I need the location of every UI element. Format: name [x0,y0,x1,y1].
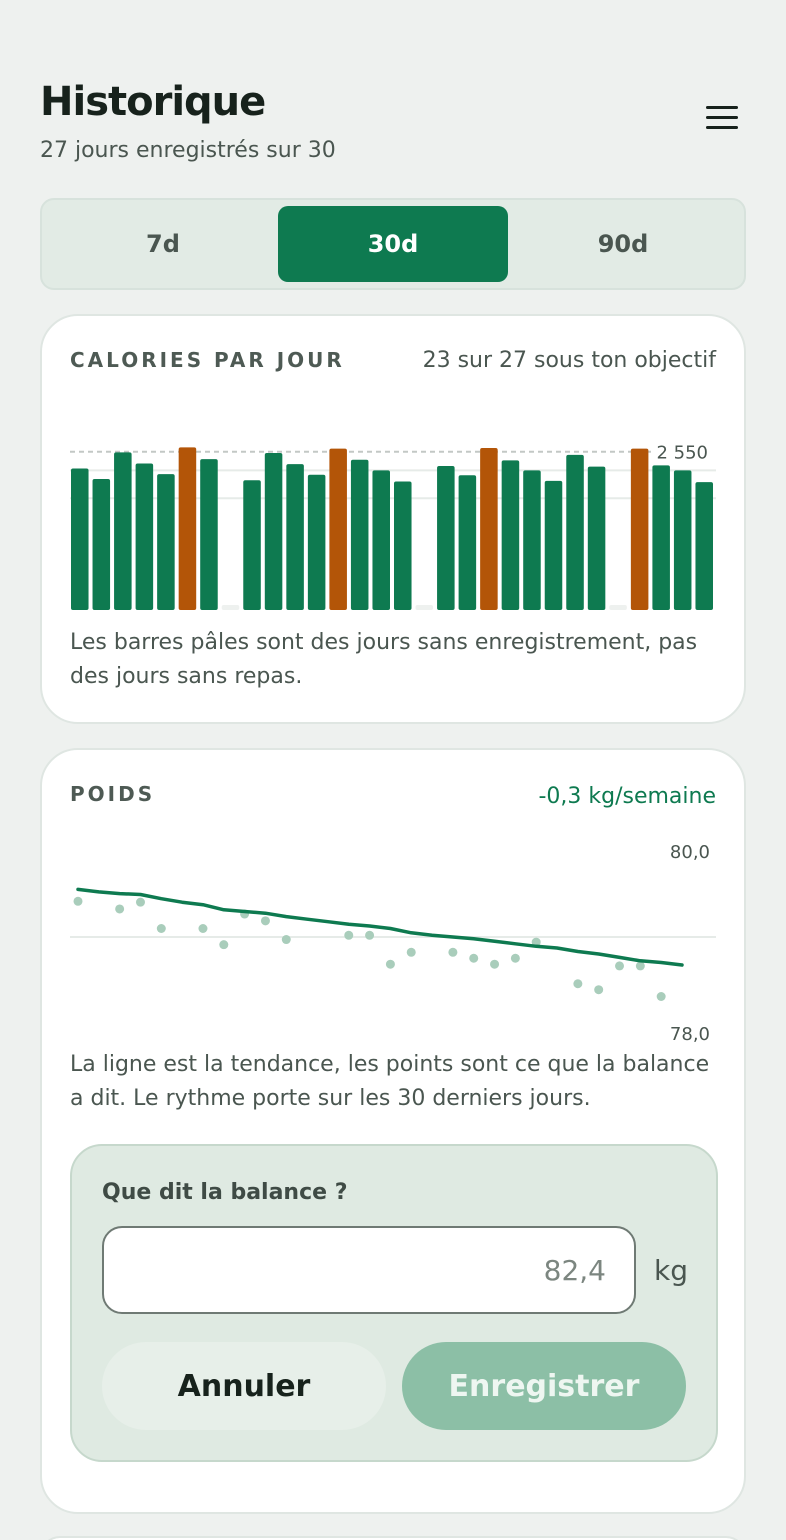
calorie-bar [480,448,498,610]
save-button[interactable]: Enregistrer [402,1342,686,1430]
calorie-bar [437,466,455,610]
page-title: Historique [40,79,266,125]
calorie-bar [372,470,390,610]
page-header: Historique 27 jours enregistrés sur 30 [40,78,746,178]
calories-note: Les barres pâles sont des jours sans enr… [70,630,698,689]
y-tick-label: 80,0 [670,842,710,863]
bar-missing-day [609,605,627,610]
scale-reading-dot [281,935,291,945]
calories-card: CALORIES PAR JOUR 23 sur 27 sous ton obj… [40,314,746,724]
scale-reading-dot [448,947,458,957]
scale-reading-dot [490,959,500,969]
calorie-bar [566,454,584,610]
calorie-bar [587,466,606,610]
calories-summary: 23 sur 27 sous ton objectif [422,348,716,373]
y-tick-label: 78,0 [670,1024,710,1042]
weight-card-label: POIDS [70,782,156,806]
calorie-bar [695,482,713,610]
calorie-bar [350,459,369,610]
scale-reading-dot [156,924,166,933]
calorie-bar [394,481,412,610]
scale-reading-dot [365,930,375,940]
weight-rate: -0,3 kg/semaine [538,784,716,809]
calories-chart: 2 550 [70,443,716,610]
weight-note: La ligne est la tendance, les points son… [70,1052,710,1111]
weight-unit: kg [654,1254,688,1287]
calorie-bar [501,460,520,610]
calorie-bar [135,463,154,610]
target-label: 2 550 [656,443,708,464]
scale-reading-dot [656,992,666,1001]
calorie-bar [652,465,670,610]
calories-card-label: CALORIES PAR JOUR [70,348,345,372]
calorie-bar [329,448,347,610]
calorie-bar [71,468,89,610]
tab-90d[interactable]: 90d [597,230,649,258]
calorie-bar [523,470,541,610]
scale-reading-dot [635,961,645,971]
bar-missing-day [415,605,434,610]
calorie-bar [264,452,283,610]
weight-chart: 80,0 78,0 [70,842,716,1042]
scale-reading-dot [615,961,625,971]
scale-reading-dot [115,904,125,914]
tab-30d[interactable]: 30d [278,206,508,282]
calorie-bar [307,474,326,610]
calorie-bar [673,470,692,610]
scale-reading-dot [406,947,416,957]
weight-entry-question: Que dit la balance ? [102,1180,348,1205]
calorie-bar [286,464,304,610]
calorie-bar [458,475,477,610]
scale-reading-dot [344,930,354,940]
scale-reading-dot [385,959,395,969]
calorie-bar [630,448,649,610]
weight-card: POIDS -0,3 kg/semaine 80,0 78,0 La ligne … [40,748,746,1514]
calorie-bar [178,447,197,610]
calorie-bar [92,479,111,610]
scale-reading-dot [594,985,604,995]
trend-line [76,887,684,967]
cancel-button[interactable]: Annuler [102,1342,386,1430]
scale-reading-dot [135,897,145,907]
tab-7d[interactable]: 7d [146,230,180,258]
calorie-bar [157,474,175,610]
calorie-bar [114,452,132,610]
calorie-bar [544,480,563,610]
scale-reading-dot [198,924,208,933]
bar-missing-day [221,605,240,610]
scale-reading-dot [219,940,229,950]
range-tabs: 7d 30d 90d [40,198,746,290]
scale-reading-dot [73,896,83,906]
hamburger-menu-icon[interactable] [706,106,738,132]
scale-reading-dot [469,953,479,963]
weight-input[interactable] [102,1226,636,1314]
scale-reading-dot [510,953,520,963]
page-subtitle: 27 jours enregistrés sur 30 [40,138,336,163]
scale-reading-dot [260,916,270,926]
weight-entry-panel: Que dit la balance ? kg Annuler Enregist… [70,1144,718,1462]
calorie-bar [200,459,218,610]
calorie-bar [243,480,261,610]
next-card [40,1536,746,1540]
scale-reading-dot [573,979,583,989]
